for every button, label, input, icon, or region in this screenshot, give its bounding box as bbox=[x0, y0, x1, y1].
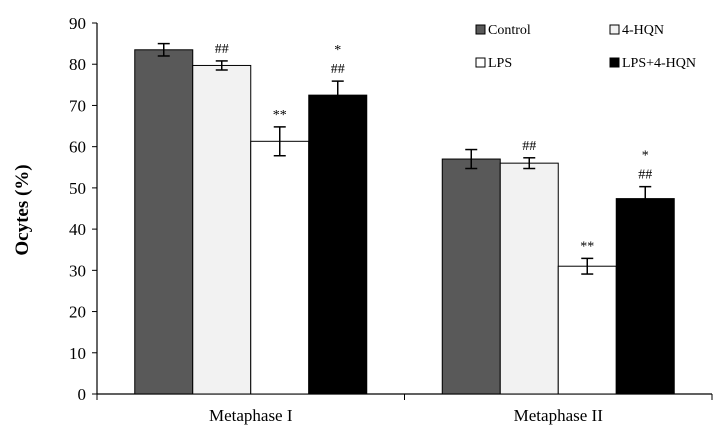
legend-label: Control bbox=[488, 23, 531, 38]
y-tick-label: 30 bbox=[69, 261, 86, 280]
y-tick-label: 80 bbox=[69, 55, 86, 74]
y-tick-label: 90 bbox=[69, 14, 86, 33]
y-tick-label: 40 bbox=[69, 220, 86, 239]
y-tick-label: 10 bbox=[69, 344, 86, 363]
significance-label: * bbox=[642, 149, 649, 164]
bar bbox=[441, 158, 501, 395]
bars bbox=[134, 42, 675, 395]
y-tick-label: 20 bbox=[69, 303, 86, 322]
y-tick-label: 0 bbox=[78, 385, 87, 404]
y-tick-label: 50 bbox=[69, 179, 86, 198]
legend-label: LPS+4-HQN bbox=[622, 56, 696, 71]
significance-label: ## bbox=[331, 62, 345, 77]
legend-swatch bbox=[609, 57, 620, 68]
bar bbox=[192, 64, 252, 395]
y-tick-label: 60 bbox=[69, 138, 86, 157]
annotations: ## ** ## * ## ** ## * bbox=[215, 42, 653, 254]
bar bbox=[615, 198, 675, 395]
axes: 0 10 20 30 40 50 60 70 80 90 Metaphase I Metaphase … bbox=[69, 14, 713, 425]
legend-swatch bbox=[475, 57, 486, 68]
significance-label: ## bbox=[215, 42, 229, 57]
x-category-label: Metaphase I bbox=[209, 406, 293, 425]
significance-label: ## bbox=[638, 168, 652, 183]
bar bbox=[499, 162, 559, 395]
y-tick-label: 70 bbox=[69, 96, 86, 115]
bar bbox=[308, 94, 368, 395]
bar bbox=[557, 265, 617, 395]
y-axis-label: Ocytes (%) bbox=[12, 164, 33, 255]
significance-label: ** bbox=[580, 239, 594, 254]
significance-label: * bbox=[334, 43, 341, 58]
x-category-label: Metaphase II bbox=[514, 406, 604, 425]
bar bbox=[250, 140, 310, 395]
legend-label: LPS bbox=[488, 56, 512, 71]
legend: Control 4-HQN LPS LPS+4-HQN bbox=[475, 23, 696, 71]
bar bbox=[134, 49, 194, 395]
significance-label: ## bbox=[522, 139, 536, 154]
legend-swatch bbox=[609, 24, 620, 35]
significance-label: ** bbox=[273, 108, 287, 123]
legend-label: 4-HQN bbox=[622, 23, 664, 38]
legend-swatch bbox=[475, 24, 486, 35]
